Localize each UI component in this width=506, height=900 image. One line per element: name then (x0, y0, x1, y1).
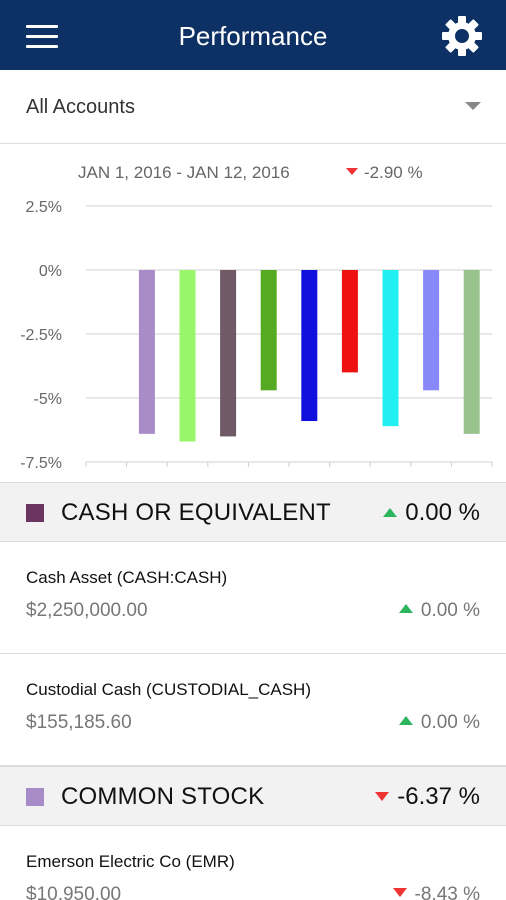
section-header-common-stock[interactable]: COMMON STOCK -6.37 % (0, 766, 506, 826)
bar[interactable] (301, 270, 318, 422)
bar[interactable] (423, 270, 440, 391)
up-arrow-icon (398, 604, 413, 613)
holding-row[interactable]: Emerson Electric Co (EMR) $10,950.00 -8.… (0, 826, 506, 900)
y-tick-label: 0% (39, 263, 62, 280)
up-arrow-icon (398, 716, 413, 725)
bar[interactable] (341, 270, 358, 373)
bar[interactable] (260, 270, 277, 391)
category-color-swatch (26, 504, 44, 522)
holding-change: 0.00 % (398, 712, 480, 734)
performance-chart-area: 2.5% 0% -2.5% -5% -7.5% JAN 1, 2016 - JAN 12… (0, 145, 506, 482)
account-selector-value: All Accounts (26, 96, 135, 118)
down-arrow-icon (375, 792, 390, 801)
page-title: Performance (178, 21, 328, 51)
chevron-down-icon[interactable] (465, 102, 481, 110)
holding-row[interactable]: Custodial Cash (CUSTODIAL_CASH) $155,185… (0, 654, 506, 766)
holding-amount: $155,185.60 (26, 712, 132, 733)
bar[interactable] (220, 270, 237, 437)
holding-change: -8.43 % (392, 884, 480, 900)
section-change-value: -6.37 % (397, 783, 480, 810)
section-name: COMMON STOCK (61, 783, 265, 810)
holding-title: Cash Asset (CASH:CASH) (26, 568, 228, 587)
up-arrow-icon (383, 508, 398, 517)
holding-amount: $2,250,000.00 (26, 600, 148, 621)
holding-change-value: 0.00 % (420, 600, 480, 621)
section-name: CASH OR EQUIVALENT (61, 499, 331, 526)
bar[interactable] (382, 270, 399, 427)
category-color-swatch (26, 788, 44, 806)
holding-change-value: -8.43 % (414, 884, 480, 900)
app-header: Performance (0, 0, 506, 70)
section-change: -6.37 % (375, 783, 480, 811)
overall-change: -2.90 % (346, 163, 423, 183)
down-arrow-icon (392, 888, 407, 897)
y-tick-label: -7.5% (20, 455, 62, 472)
hamburger-menu-icon[interactable] (26, 24, 58, 48)
section-change: 0.00 % (383, 499, 480, 527)
holding-change: 0.00 % (398, 600, 480, 622)
y-tick-label: 2.5% (26, 199, 62, 216)
performance-chart: 2.5% 0% -2.5% -5% -7.5% (20, 199, 493, 472)
gear-icon[interactable] (441, 15, 483, 57)
account-selector[interactable]: All Accounts (0, 70, 506, 144)
bar[interactable] (463, 270, 480, 434)
y-tick-label: -5% (34, 391, 62, 408)
section-header-cash[interactable]: CASH OR EQUIVALENT 0.00 % (0, 482, 506, 542)
down-arrow-icon (346, 168, 358, 175)
overall-change-value: -2.90 % (364, 163, 423, 182)
holding-row[interactable]: Cash Asset (CASH:CASH) $2,250,000.00 0.0… (0, 542, 506, 654)
section-change-value: 0.00 % (405, 499, 480, 526)
bar[interactable] (138, 270, 155, 434)
holding-amount: $10,950.00 (26, 884, 122, 900)
holding-change-value: 0.00 % (420, 712, 480, 733)
holding-title: Custodial Cash (CUSTODIAL_CASH) (26, 680, 311, 699)
y-tick-label: -2.5% (20, 327, 62, 344)
bar[interactable] (179, 270, 196, 442)
holding-title: Emerson Electric Co (EMR) (26, 852, 235, 871)
date-range-label: JAN 1, 2016 - JAN 12, 2016 (78, 163, 290, 182)
